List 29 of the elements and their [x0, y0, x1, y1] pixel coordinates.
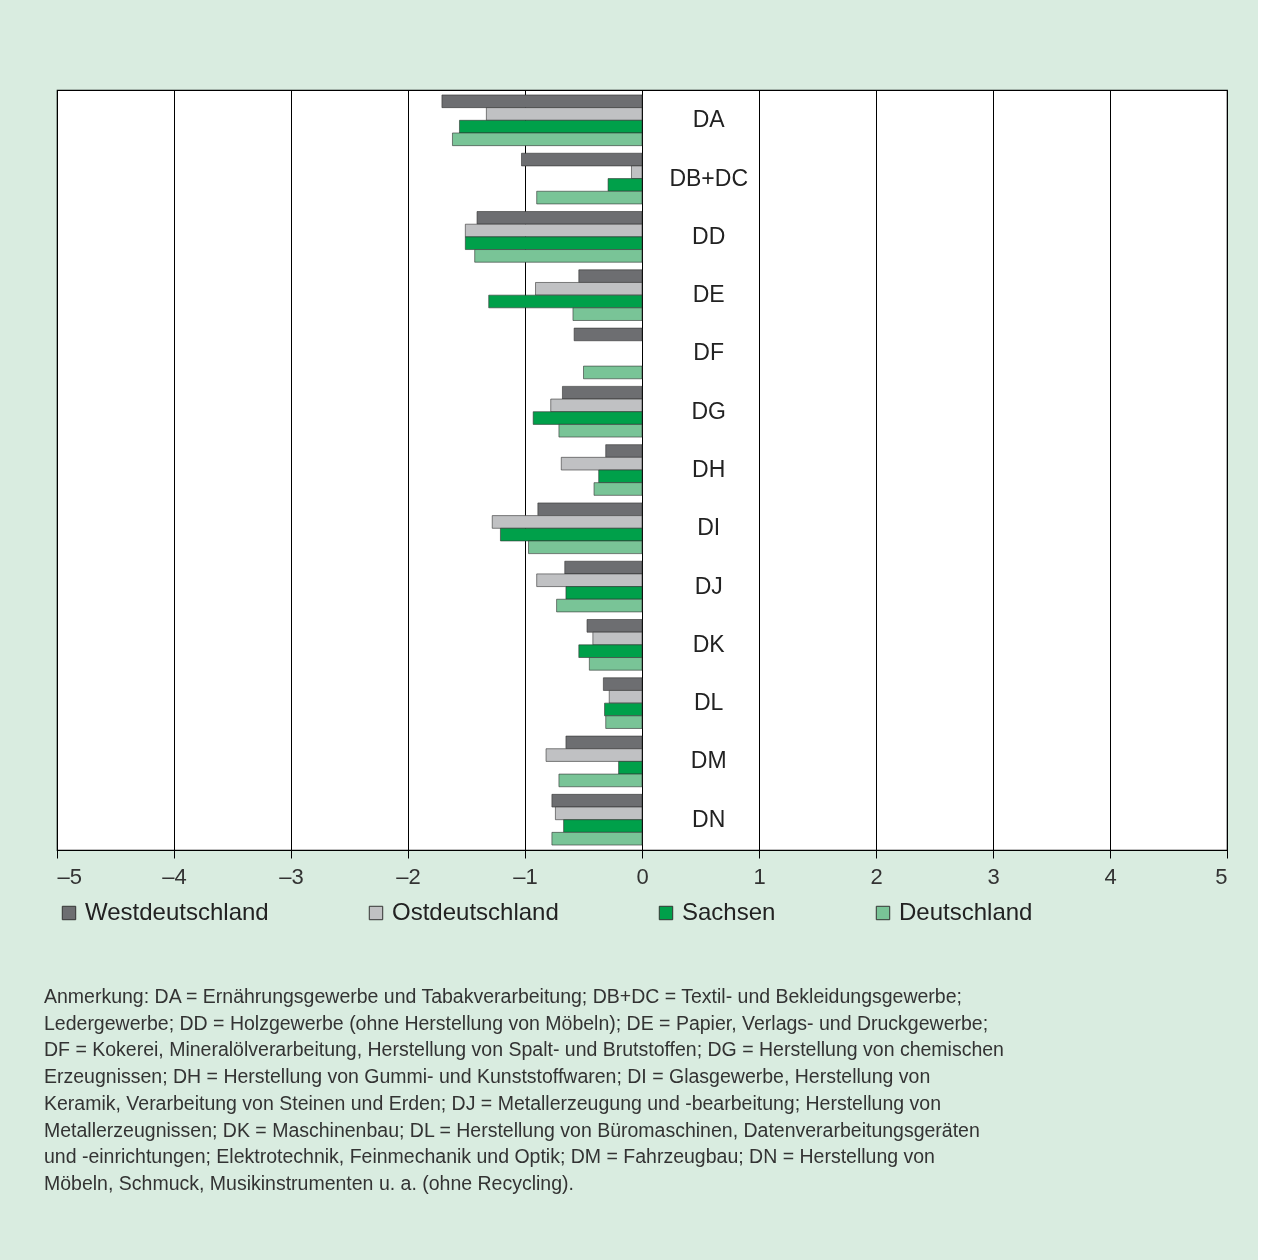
- y-tick-label: DE: [692, 281, 725, 308]
- y-tick-label: DD: [692, 222, 726, 249]
- y-tick-label: DH: [692, 456, 726, 482]
- y-tick-label: DJ: [694, 572, 723, 599]
- y-tick-label: DI: [697, 514, 721, 541]
- y-tick-label: DF: [693, 339, 725, 366]
- legend-label: Ostdeutschland: [392, 898, 559, 925]
- y-tick-label: DB+DC: [669, 164, 748, 191]
- legend-label: Deutschland: [899, 898, 1033, 925]
- text: Anmerkung: DA = Ernährungsgewerbe und Tabakverarbeitung; DB+DC = Textil- und Bekleidungsgewerbe; Ledergewerbe; DD = Holzgewerbe (ohne Herstellung von Möbeln); DE = Papier, Verlags- und Druckgewerbe; DF = Kokerei, Mineralölverarbeitung, Herstellung von Spalt- und Brutstoffen; DG = Herstellung von chemischen Erzeugnissen; DH = Herstellung von Gummi- und Kunststoffwaren; DI = Glasgewerbe, Herstellung von Keramik, Verarbeitung von Steinen und Erden; DJ = Metallerzeugung und -bearbeitung; Herstellung von Metallerzeugnissen; DK = Maschinenbau; DL = Herstellung von Büromaschinen, Datenverarbeitungsgeräten und -einrichtungen; Elektrotechnik, Feinmechanik und Optik; DM = Fahrzeugbau; DN = Herstellung von Möbeln, Schmuck, Musikinstrumenten u. a. (ohne Recycling).: [44, 985, 1004, 1194]
- x-tick-label: –4: [162, 863, 187, 889]
- y-tick-label: DA: [692, 106, 726, 133]
- y-tick-label: DN: [692, 805, 726, 832]
- x-tick-label: 1: [753, 863, 766, 889]
- x-tick-label: –5: [57, 863, 82, 889]
- x-tick-label: –3: [279, 863, 304, 889]
- legend-label: Westdeutschland: [85, 898, 269, 925]
- y-tick-label: DM: [690, 747, 727, 774]
- x-tick-label: 3: [987, 863, 1000, 889]
- x-tick-label: 0: [636, 863, 649, 889]
- x-tick-label: 2: [870, 863, 883, 889]
- x-tick-label: 4: [1104, 863, 1117, 889]
- x-tick-label: –1: [513, 863, 538, 889]
- x-tick-label: 5: [1215, 863, 1228, 889]
- x-tick-label: –2: [396, 863, 421, 889]
- legend-label: Sachsen: [682, 898, 776, 925]
- y-tick-label: DK: [692, 630, 726, 657]
- y-tick-label: DG: [691, 397, 726, 424]
- y-tick-label: DL: [693, 689, 724, 716]
